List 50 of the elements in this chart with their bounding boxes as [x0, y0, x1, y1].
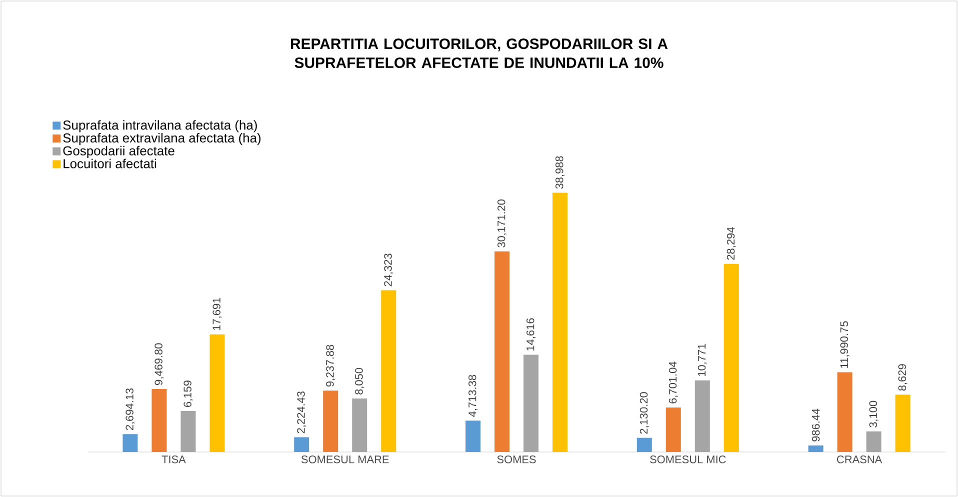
data-label: 30,171.20	[497, 200, 507, 248]
bar	[122, 434, 138, 452]
bar	[524, 354, 539, 452]
data-label: 28,294	[726, 227, 736, 260]
bar	[837, 372, 852, 452]
data-label: 10,771	[698, 344, 707, 376]
data-label: 38,988	[555, 156, 565, 189]
bar	[694, 380, 710, 452]
bar	[210, 334, 225, 452]
bar	[152, 389, 167, 452]
x-tick-label: TISA	[162, 456, 186, 464]
data-label: 4,713.38	[468, 374, 478, 417]
bar	[808, 445, 824, 452]
data-label: 24,323	[384, 254, 394, 286]
data-label: 986.44	[812, 408, 820, 442]
data-label: 2,130.20	[640, 392, 649, 434]
bar	[895, 394, 910, 452]
data-label: 11,990.75	[840, 321, 850, 368]
bar	[466, 420, 481, 452]
legend-label: Locuitori afectati	[64, 158, 156, 168]
bar	[724, 264, 739, 452]
bar	[666, 407, 681, 452]
data-label: 8,050	[355, 368, 364, 394]
bar	[552, 192, 568, 452]
data-label: 17,691	[212, 298, 222, 330]
data-label: 14,616	[526, 318, 536, 350]
bar	[294, 437, 310, 452]
data-label: 6,701.04	[668, 362, 678, 404]
x-tick-label: SOMESUL MARE	[301, 456, 389, 464]
bar	[381, 290, 396, 452]
data-label: 9,237.88	[326, 344, 336, 387]
legend-label: Suprafata intravilana afectata (ha)	[63, 120, 257, 132]
x-tick-label: SOMESUL MIC	[650, 456, 726, 464]
bar	[352, 398, 368, 452]
bar	[323, 390, 338, 452]
data-label: 2,224.43	[297, 392, 306, 434]
data-label: 8,629	[898, 364, 908, 391]
data-label: 9,469.80	[154, 343, 164, 385]
bar	[494, 251, 510, 452]
bar	[866, 431, 882, 452]
bar	[636, 438, 652, 452]
bar	[180, 411, 196, 452]
data-label: 3,100	[869, 400, 878, 428]
legend-label: Gospodarii afectate	[63, 146, 174, 158]
x-tick-label: CRASNA	[837, 456, 882, 464]
x-tick-label: SOMES	[497, 456, 536, 464]
data-label: 6,159	[184, 380, 193, 407]
legend-label: Suprafata extravilana afectata (ha)	[63, 133, 260, 146]
data-label: 2,694.13	[126, 388, 135, 430]
chart-title: REPARTITIA LOCUITORILOR, GOSPODARIILOR SI A SUPRAFETELOR AFECTATE DE INUNDATII LA 10%	[290, 38, 668, 68]
